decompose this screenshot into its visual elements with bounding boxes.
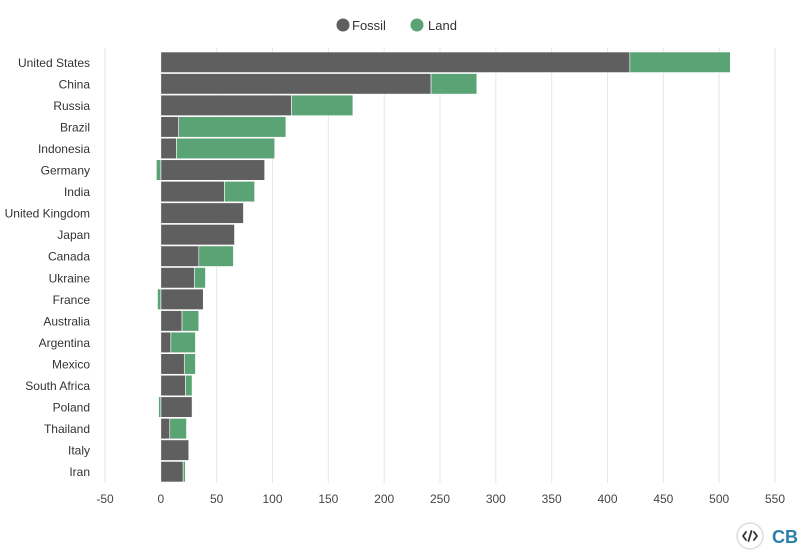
x-tick-label: 550 (765, 492, 785, 506)
category-label: Germany (41, 164, 90, 178)
x-tick-label: 500 (709, 492, 729, 506)
x-tick-label: 400 (597, 492, 617, 506)
bar-fossil (160, 73, 432, 95)
legend-label: Fossil (352, 18, 386, 33)
bar-fossil (160, 245, 200, 267)
category-label: Indonesia (38, 142, 90, 156)
x-tick-label: 300 (486, 492, 506, 506)
bar-land (198, 245, 234, 267)
bar-land (224, 181, 255, 203)
bar-fossil (160, 94, 292, 116)
x-tick-label: 350 (542, 492, 562, 506)
category-label: France (53, 293, 91, 307)
bar-fossil (160, 116, 179, 138)
bar-land (194, 267, 206, 289)
legend: Fossil Land (336, 18, 457, 33)
bar-land (170, 331, 196, 353)
x-tick-label: 100 (262, 492, 282, 506)
bar-fossil (160, 461, 184, 483)
category-label: Australia (43, 314, 90, 328)
bar-fossil (160, 288, 204, 310)
category-label: United States (18, 56, 90, 70)
category-label: Thailand (44, 422, 90, 436)
legend-marker (336, 18, 350, 32)
bar-land (181, 310, 200, 332)
x-axis-tick-labels: -50 0 50 100 150 200 250 300 350 400 450 500 550 (96, 492, 785, 506)
bar-fossil (160, 439, 190, 461)
legend-item-land: Land (410, 18, 457, 33)
bar-fossil (160, 418, 171, 440)
category-label: Argentina (39, 336, 91, 350)
category-label: China (59, 77, 91, 91)
x-tick-label: 50 (210, 492, 224, 506)
category-label: Iran (69, 465, 90, 479)
x-tick-label: 200 (374, 492, 394, 506)
category-label: Canada (48, 250, 90, 264)
bar-land (183, 353, 196, 375)
bar-land (291, 94, 354, 116)
bar-land (158, 396, 162, 418)
category-label: Poland (53, 401, 90, 415)
x-tick-label: 250 (430, 492, 450, 506)
category-label: Russia (53, 99, 90, 113)
bar-fossil (160, 159, 265, 181)
legend-label: Land (428, 18, 457, 33)
bar-fossil (160, 224, 235, 246)
bar-fossil (160, 396, 193, 418)
embed-button[interactable] (736, 522, 764, 550)
bar-land (157, 288, 162, 310)
code-embed-icon (742, 530, 758, 542)
bar-land (430, 73, 478, 95)
x-tick-label: -50 (96, 492, 114, 506)
bar-land (178, 116, 287, 138)
bar-fossil (160, 202, 244, 224)
bar-fossil (160, 374, 186, 397)
bar-fossil (160, 137, 177, 160)
bar-fossil (160, 51, 631, 73)
category-label: Ukraine (49, 271, 91, 285)
bar-land (156, 159, 162, 181)
bar-fossil (160, 267, 195, 289)
category-label: Brazil (60, 120, 90, 134)
cb-logo: CB (772, 527, 798, 547)
bar-land (182, 461, 186, 483)
category-labels: United States China Russia Brazil Indonesia G… (5, 56, 91, 479)
bar-land (169, 418, 187, 440)
bar-fossil (160, 353, 185, 375)
bar-fossil (160, 331, 172, 353)
category-label: Japan (57, 228, 90, 242)
category-label: Italy (68, 444, 90, 458)
legend-marker (410, 18, 424, 32)
bar-land (629, 51, 731, 73)
x-tick-label: 150 (318, 492, 338, 506)
category-label: United Kingdom (5, 207, 90, 221)
category-label: Mexico (52, 357, 90, 371)
x-tick-label: 0 (157, 492, 164, 506)
legend-item-fossil: Fossil (336, 18, 386, 33)
category-label: India (64, 185, 90, 199)
bars (156, 51, 731, 483)
category-label: South Africa (25, 379, 90, 393)
bar-land (185, 374, 193, 397)
bar-fossil (160, 181, 225, 203)
bar-fossil (160, 310, 183, 332)
bar-land (176, 137, 276, 160)
x-tick-label: 450 (653, 492, 673, 506)
